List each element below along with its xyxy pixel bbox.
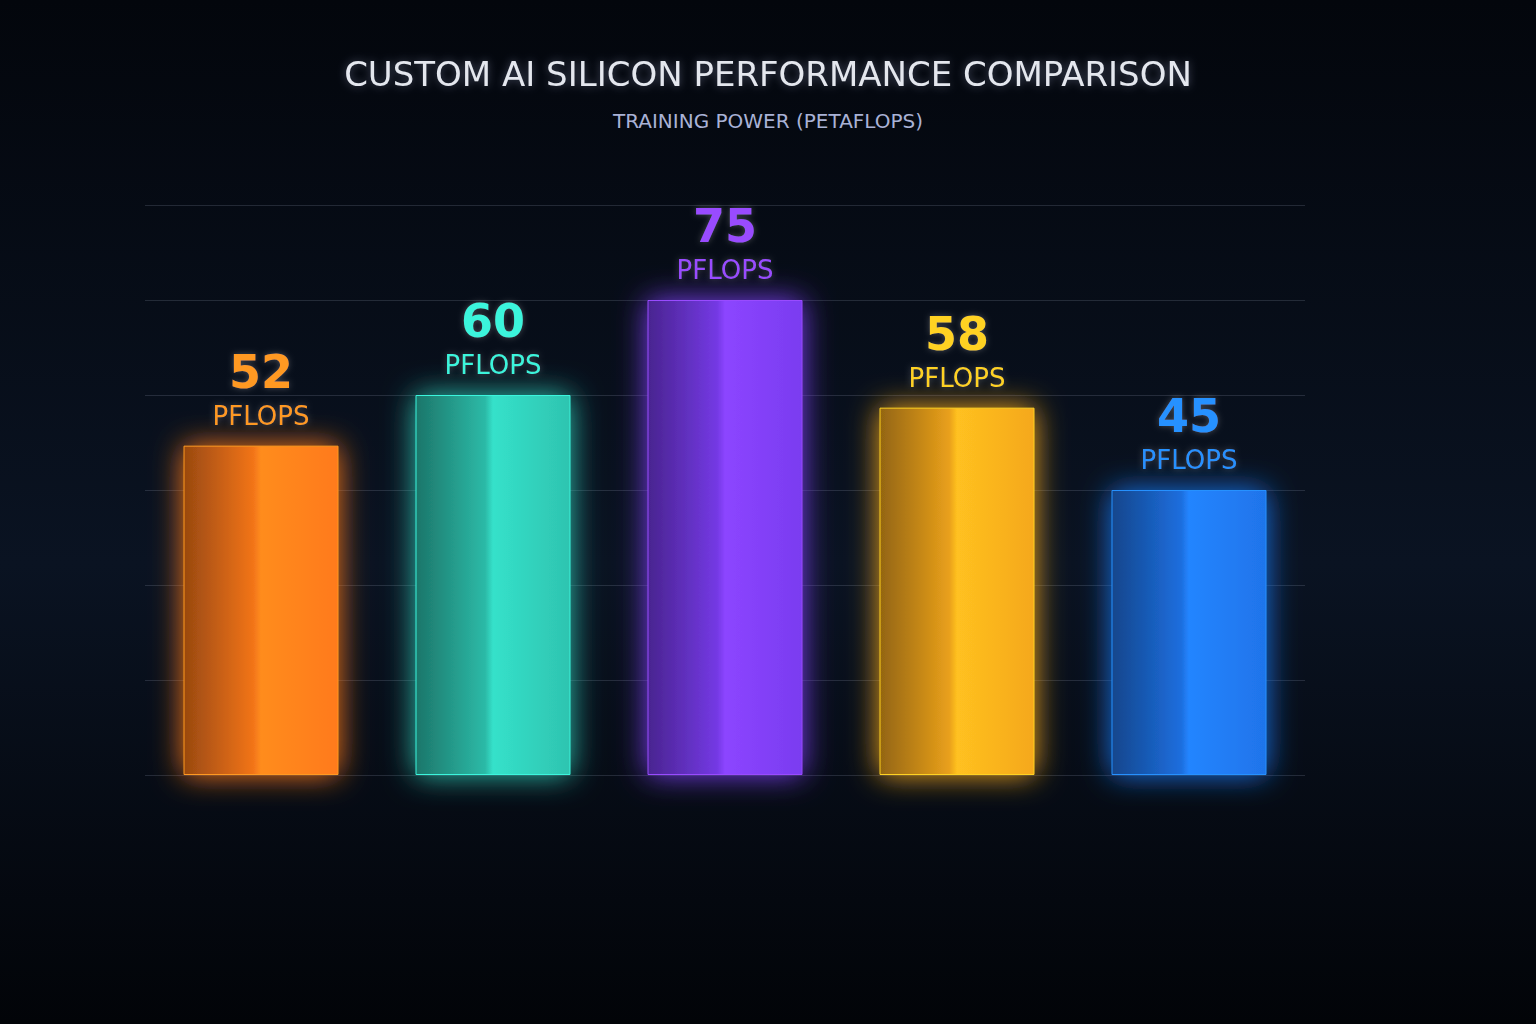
svg-text:TRAINING POWER (PETAFLOPS): TRAINING POWER (PETAFLOPS) — [612, 109, 923, 133]
svg-text:75: 75 — [693, 199, 757, 253]
svg-text:45: 45 — [1157, 389, 1221, 443]
svg-text:52: 52 — [229, 345, 293, 399]
svg-text:PFLOPS: PFLOPS — [677, 255, 774, 285]
svg-text:PFLOPS: PFLOPS — [213, 401, 310, 431]
svg-text:PFLOPS: PFLOPS — [445, 350, 542, 380]
svg-text:PFLOPS: PFLOPS — [909, 363, 1006, 393]
svg-text:60: 60 — [461, 294, 525, 348]
svg-text:PFLOPS: PFLOPS — [1141, 445, 1238, 475]
svg-text:CUSTOM AI SILICON PERFORMANCE: CUSTOM AI SILICON PERFORMANCE COMPARISON — [344, 54, 1192, 94]
svg-text:58: 58 — [925, 307, 989, 361]
